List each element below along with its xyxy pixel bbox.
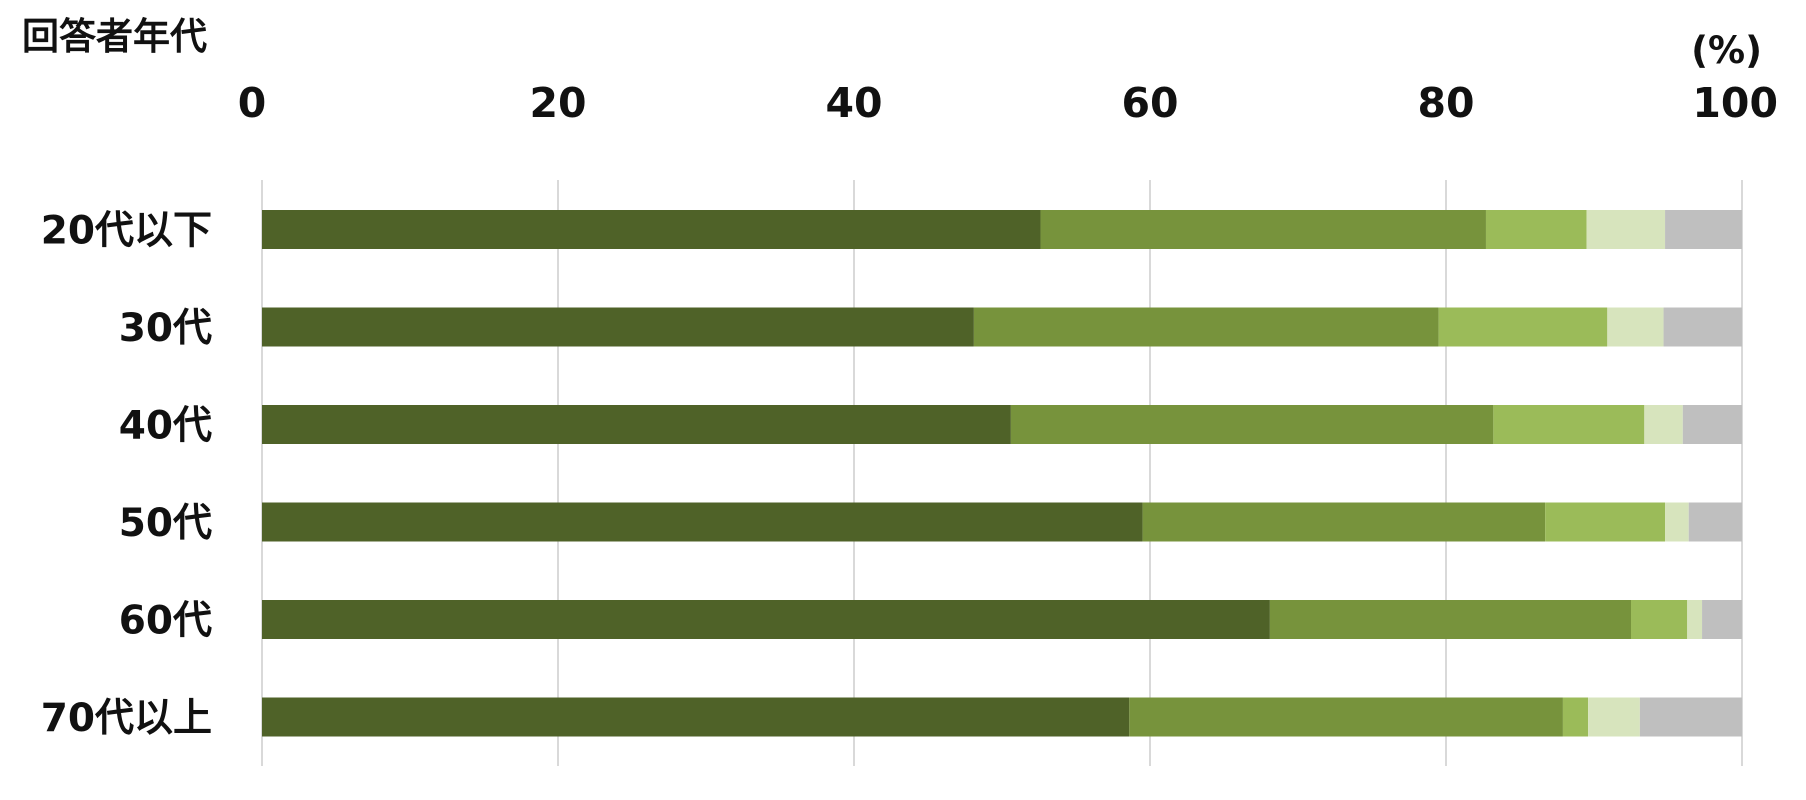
bar-segment-5 (1702, 600, 1742, 639)
bar-segment-4 (1665, 502, 1689, 542)
bar-segment-5 (1639, 697, 1742, 737)
gridlines (261, 180, 1743, 766)
bars (262, 210, 1742, 737)
bar-segment-1 (262, 502, 1143, 542)
bar-segment-4 (1687, 600, 1703, 639)
bar-segment-5 (1682, 405, 1742, 444)
x-tick-label: 0 (238, 79, 267, 127)
x-tick-label: 20 (529, 79, 586, 127)
bar-segment-2 (1129, 697, 1563, 737)
bar-segment-2 (1142, 502, 1546, 542)
x-tick-label: 60 (1121, 79, 1178, 127)
bar-segment-5 (1688, 502, 1742, 542)
category-labels: 20代以下 30代 40代 50代 60代 70代以上 (41, 209, 212, 742)
x-tick-label: 40 (825, 79, 882, 127)
bar-segment-1 (262, 405, 1011, 444)
bar-segment-2 (973, 307, 1439, 347)
bar-segment-2 (1040, 210, 1486, 249)
x-axis-ticks: 0 20 40 60 80 100 (238, 79, 1778, 127)
bar-segment-1 (262, 697, 1130, 737)
bar-segment-3 (1562, 697, 1589, 737)
category-label: 50代 (119, 501, 212, 546)
x-tick-label: 80 (1417, 79, 1474, 127)
bar-segment-3 (1631, 600, 1688, 639)
category-label: 30代 (119, 306, 212, 351)
bar-segment-2 (1269, 600, 1631, 639)
y-axis-title: 回答者年代 (22, 15, 207, 58)
bar-segment-4 (1586, 210, 1666, 249)
bar-segment-1 (262, 307, 974, 347)
unit-label: (%) (1691, 29, 1762, 72)
bar-segment-3 (1493, 405, 1645, 444)
category-label: 60代 (119, 599, 212, 644)
bar-segment-1 (262, 210, 1041, 249)
bar-segment-5 (1663, 307, 1742, 347)
bar-segment-3 (1545, 502, 1666, 542)
bar-segment-5 (1665, 210, 1742, 249)
bar-segment-4 (1644, 405, 1683, 444)
x-tick-label: 100 (1692, 79, 1778, 127)
bar-segment-4 (1607, 307, 1664, 347)
category-label: 70代以上 (41, 696, 212, 741)
bar-segment-4 (1588, 697, 1640, 737)
category-label: 20代以下 (41, 209, 212, 254)
bar-segment-1 (262, 600, 1270, 639)
bar-segment-3 (1485, 210, 1587, 249)
bar-segment-2 (1010, 405, 1494, 444)
bar-segment-3 (1438, 307, 1608, 347)
category-label: 40代 (119, 404, 212, 449)
